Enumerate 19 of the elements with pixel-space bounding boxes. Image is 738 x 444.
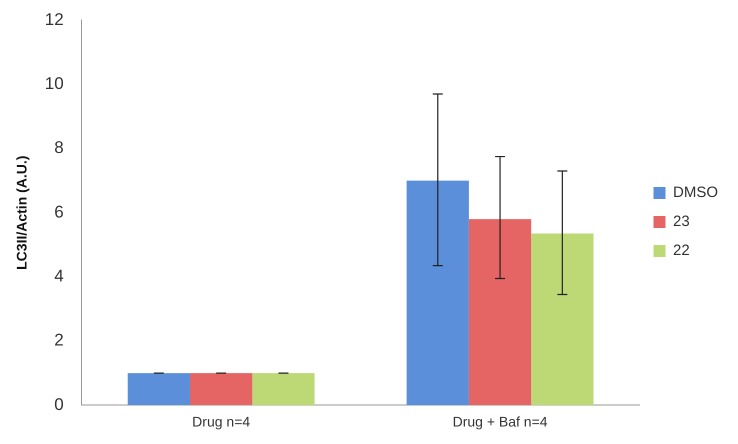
x-tick-label: Drug n=4 bbox=[192, 413, 250, 430]
bar bbox=[468, 219, 532, 406]
legend-label: DMSO bbox=[673, 184, 718, 202]
y-tick-label: 0 bbox=[54, 394, 64, 414]
x-tick-label: Drug + Baf n=4 bbox=[452, 413, 548, 430]
y-tick-label: 10 bbox=[44, 74, 64, 94]
legend-label: 23 bbox=[673, 213, 690, 230]
y-tick-label: 6 bbox=[54, 202, 64, 222]
bar bbox=[190, 373, 252, 406]
bar bbox=[252, 373, 315, 406]
y-tick-label: 2 bbox=[54, 330, 64, 350]
bar bbox=[128, 373, 190, 406]
legend-label: 22 bbox=[673, 242, 690, 260]
y-axis-title: LC3II/Actin (A.U.) bbox=[13, 156, 30, 270]
bar bbox=[406, 180, 469, 406]
y-tick-label: 4 bbox=[54, 266, 64, 286]
y-tick-label: 12 bbox=[44, 10, 64, 29]
bar bbox=[531, 234, 594, 406]
y-tick-label: 8 bbox=[54, 138, 64, 158]
